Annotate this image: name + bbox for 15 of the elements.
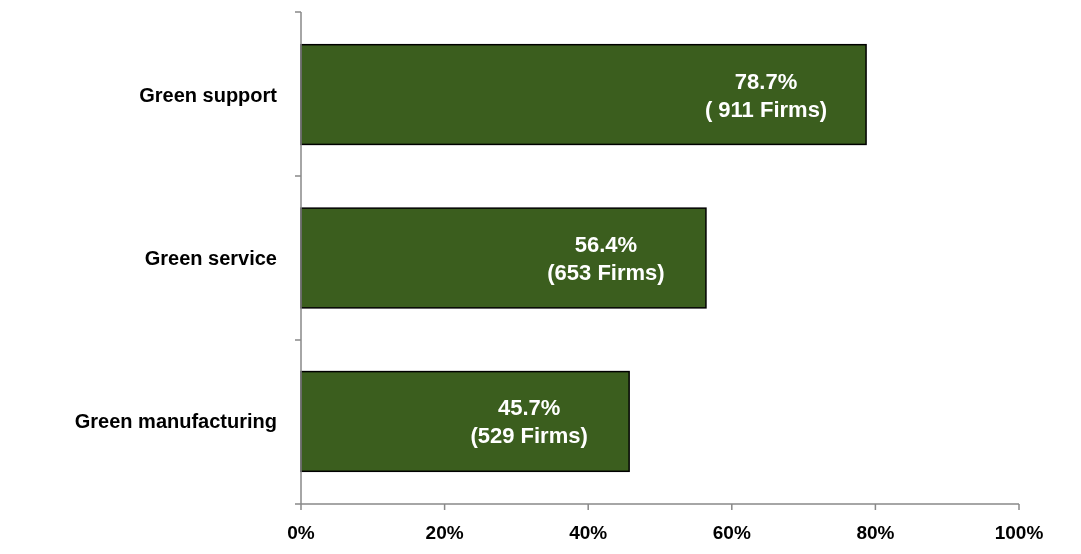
x-tick-label: 40% xyxy=(569,522,608,543)
y-tick-label: Green service xyxy=(144,247,277,269)
x-tick-label: 60% xyxy=(712,522,751,543)
bar xyxy=(300,370,630,473)
x-tick-label: 100% xyxy=(994,522,1044,543)
data-label: 78.7% ( 911 Firms) xyxy=(704,68,828,122)
bar xyxy=(300,43,867,146)
data-label: 45.7% (529 Firms) xyxy=(470,395,588,449)
data-label: 56.4% (653 Firms) xyxy=(547,232,665,285)
y-tick-label: Green manufacturing xyxy=(74,410,277,433)
y-tick-label: Green support xyxy=(139,83,278,106)
bar xyxy=(300,207,707,309)
x-tick-label: 80% xyxy=(856,522,895,543)
x-tick-label: 0% xyxy=(287,522,315,543)
x-tick-label: 20% xyxy=(425,522,464,543)
